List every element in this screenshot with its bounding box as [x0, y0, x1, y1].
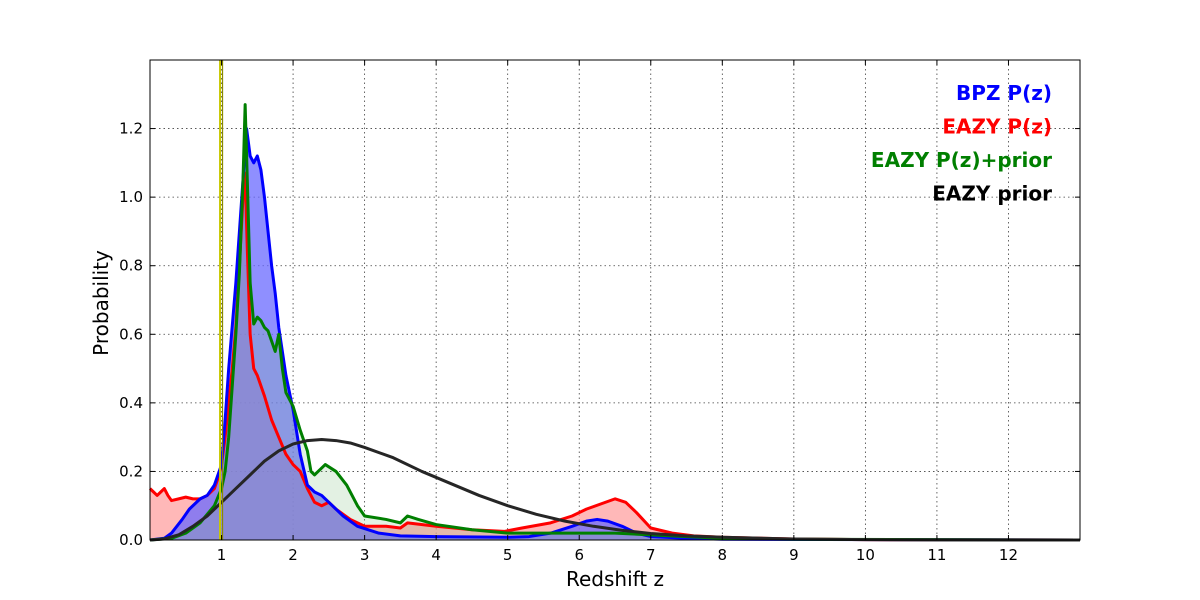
- x-tick-label: 4: [431, 546, 441, 564]
- y-tick-label: 1.2: [119, 120, 143, 138]
- y-tick-label: 0.6: [119, 325, 143, 343]
- series-fill-eazy-p-z-prior: [150, 104, 1080, 540]
- x-tick-label: 3: [360, 546, 370, 564]
- legend-entry: EAZY prior: [932, 182, 1052, 206]
- x-tick-label: 7: [646, 546, 656, 564]
- plot-frame: [149, 59, 1081, 541]
- legend-entry: BPZ P(z): [956, 81, 1052, 105]
- y-tick-label: 0.0: [119, 531, 143, 549]
- x-tick-label: 9: [789, 546, 799, 564]
- series-line-eazy-prior: [149, 438, 1081, 542]
- y-tick-label: 1.0: [119, 188, 143, 206]
- x-axis-ticks: 1 2 3 4 5 6 7 8 9 10 11 12: [217, 60, 1018, 564]
- grid: [150, 60, 1080, 540]
- legend-entry: EAZY P(z)+prior: [871, 148, 1052, 172]
- y-tick-label: 0.8: [119, 257, 143, 275]
- legend-entry: EAZY P(z): [942, 115, 1052, 139]
- x-tick-label: 5: [503, 546, 513, 564]
- series-line-eazy-p-z-prior: [149, 103, 1081, 542]
- y-tick-label: 0.4: [119, 394, 143, 412]
- y-axis-ticks: 0.0 0.2 0.4 0.6 0.8 1.0 1.2: [119, 120, 1080, 549]
- x-tick-label: 1: [217, 546, 227, 564]
- series-lines: [148, 103, 1081, 542]
- x-tick-label: 8: [718, 546, 728, 564]
- x-axis-label: Redshift z: [566, 567, 664, 591]
- legend: BPZ P(z) EAZY P(z) EAZY P(z)+prior EAZY pri…: [871, 81, 1052, 206]
- series-fill-bpz-p-z: [150, 128, 1080, 540]
- x-tick-label: 10: [856, 546, 875, 564]
- x-tick-label: 6: [574, 546, 584, 564]
- y-axis-label: Probability: [89, 250, 113, 356]
- y-tick-label: 0.2: [119, 462, 143, 480]
- vertical-marker: [219, 60, 224, 540]
- x-tick-label: 2: [288, 546, 298, 564]
- x-tick-label: 11: [927, 546, 946, 564]
- x-tick-label: 12: [999, 546, 1018, 564]
